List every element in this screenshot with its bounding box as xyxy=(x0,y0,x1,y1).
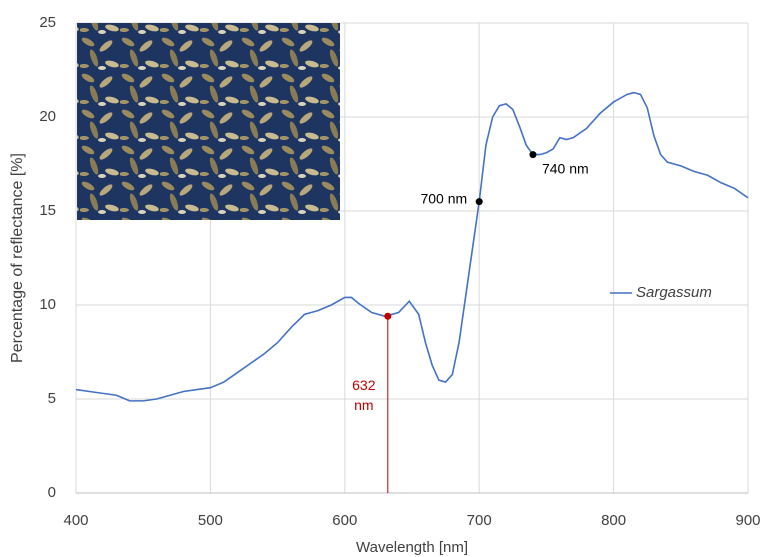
x-tick-label: 900 xyxy=(735,512,760,529)
data-line xyxy=(75,91,749,402)
x-tick-label: 800 xyxy=(601,512,626,529)
annotation-point xyxy=(384,312,392,320)
x-tick-label: 500 xyxy=(198,512,223,529)
annotation-label: 632 xyxy=(352,377,376,393)
y-tick-label: 15 xyxy=(39,202,56,219)
annotation-point xyxy=(529,151,537,159)
y-tick-label: 5 xyxy=(48,390,56,407)
annotation-label: 740 nm xyxy=(542,160,589,176)
x-tick-label: 400 xyxy=(63,512,88,529)
x-tick-label: 600 xyxy=(332,512,357,529)
y-axis-title: Percentage of reflectance [%] xyxy=(9,153,26,363)
y-tick-label: 25 xyxy=(39,14,56,31)
legend-label: Sargassum xyxy=(636,284,712,301)
y-tick-label: 20 xyxy=(39,108,56,125)
y-tick-label: 0 xyxy=(48,484,56,501)
annotation-point xyxy=(475,198,483,206)
inset-photo xyxy=(77,23,340,220)
annotation-label: nm xyxy=(354,397,373,413)
y-tick-label: 10 xyxy=(39,296,56,313)
x-tick-label: 700 xyxy=(467,512,492,529)
x-axis-title: Wavelength [nm] xyxy=(356,539,468,556)
annotation-label: 700 nm xyxy=(420,190,467,206)
